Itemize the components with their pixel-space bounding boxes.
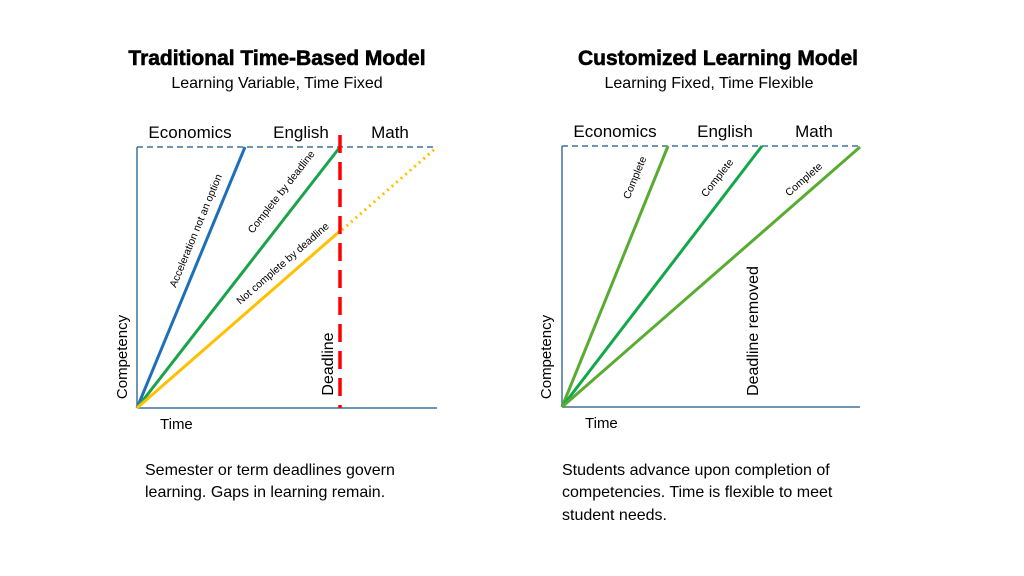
traditional-model-panel: Traditional Time-Based Model Learning Va…: [114, 47, 438, 501]
right-subtitle: Learning Fixed, Time Flexible: [605, 75, 814, 92]
right-y-axis-label: Competency: [538, 314, 555, 399]
left-x-axis-label: Time: [160, 416, 193, 433]
left-subject-english: English: [273, 123, 329, 142]
left-y-axis-label: Competency: [114, 314, 131, 399]
deadline-removed-label: Deadline removed: [745, 266, 762, 396]
left-subject-economics: Economics: [148, 123, 231, 142]
right-title: Customized Learning Model: [578, 47, 858, 70]
english-complete-label: Complete: [699, 157, 736, 200]
right-caption-line-3: student needs.: [562, 507, 667, 524]
english-line: [135, 146, 342, 409]
right-caption-line-2: competencies. Time is flexible to meet: [562, 484, 833, 501]
economics-complete-line: [560, 145, 670, 408]
right-caption-line-1: Students advance upon completion of: [562, 462, 830, 479]
right-x-axis-label: Time: [585, 415, 618, 432]
customized-model-panel: Customized Learning Model Learning Fixed…: [538, 47, 861, 524]
economics-complete-label: Complete: [621, 155, 649, 201]
deadline-label: Deadline: [320, 332, 337, 395]
math-complete-label: Complete: [783, 160, 825, 199]
right-subject-economics: Economics: [573, 122, 656, 141]
math-complete-line: [561, 145, 861, 409]
math-dotted-extension: [341, 145, 438, 232]
economics-line-label: Acceleration not an option: [167, 172, 225, 289]
left-subject-math: Math: [371, 123, 409, 142]
english-complete-line: [560, 145, 764, 408]
right-subject-english: English: [697, 122, 753, 141]
right-subject-math: Math: [795, 122, 833, 141]
left-caption-line-2: learning. Gaps in learning remain.: [145, 484, 385, 501]
economics-line: [135, 146, 247, 409]
left-title: Traditional Time-Based Model: [128, 47, 425, 70]
left-subtitle: Learning Variable, Time Fixed: [171, 75, 382, 92]
left-caption-line-1: Semester or term deadlines govern: [145, 462, 395, 479]
math-line: [136, 229, 341, 410]
